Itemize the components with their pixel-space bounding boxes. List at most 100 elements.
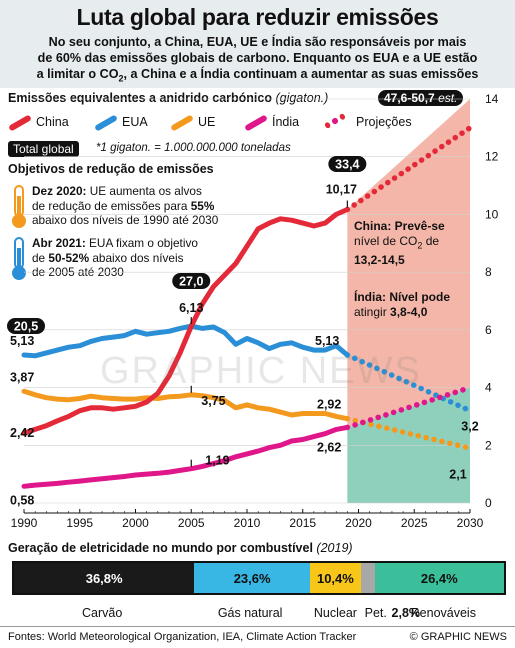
data-label-india-2005: 1,19	[205, 454, 229, 468]
subtitle-line-2: de 60% das emissões globais de carbono. …	[37, 51, 478, 65]
global-range-value: 47,6-50,7	[384, 91, 435, 105]
india-projection-note: Índia: Nível pode atingir 3,8-4,0	[354, 290, 450, 320]
china-note-co2-subscript: 2	[417, 240, 423, 251]
global-total-badge-2005	[172, 273, 211, 289]
objectives-title: Objetivos de redução de emissões	[8, 162, 214, 176]
electricity-title-label: Geração de eletricidade no mundo por com…	[8, 541, 313, 555]
data-label-usa-1990: 5,13	[10, 334, 34, 348]
objective-usa-line-2a: de	[32, 250, 49, 265]
objective-usa-line-1: EUA fixam o objetivo	[85, 236, 198, 250]
data-label-eu-2030: 2,1	[449, 467, 466, 481]
electricity-label-gas: Gás natural	[217, 606, 283, 620]
electricity-title: Geração de eletricidade no mundo por com…	[8, 541, 353, 555]
objective-eu-line-2: de redução de emissões para	[32, 198, 191, 213]
x-tick-label-2020: 2020	[345, 516, 372, 530]
electricity-segment-3	[360, 563, 375, 593]
electricity-segment-0: 36,8%	[14, 563, 195, 593]
objective-usa-target: 50-52%	[48, 250, 90, 265]
legend-label-india: Índia	[272, 115, 300, 129]
series-line-china	[21, 207, 350, 436]
footer: Fontes: World Meteorological Organizatio…	[0, 626, 515, 648]
header-band	[0, 0, 515, 88]
chart-header-label: Emissões equivalentes a anidrido carbóni…	[8, 91, 272, 105]
total-global-badge: Total global	[8, 141, 79, 157]
thermometer-usa-icon	[12, 237, 26, 280]
y-tick-label-0: 0	[485, 496, 492, 510]
data-label-usa-2019: 5,13	[315, 334, 339, 348]
india-note-line-2b: 3,8-4,0	[390, 305, 428, 319]
electricity-label-coal: Carvão	[82, 606, 123, 620]
china-note-line-1: China: Prevê-se	[354, 219, 445, 233]
data-label-india-1990: 0,58	[10, 493, 34, 507]
electricity-segment-1: 23,6%	[194, 563, 310, 593]
electricity-segment-4: 26,4%	[374, 563, 504, 593]
x-tick-label-1995: 1995	[66, 516, 93, 530]
electricity-segment-value-1: 23,6%	[233, 570, 271, 586]
subtitle-line-3: a limitar o CO2, a China e a Índia conti…	[6, 66, 509, 87]
series-projection-eu	[344, 415, 473, 451]
china-note-line-3: 13,2-14,5	[354, 253, 405, 268]
global-range-est: est.	[438, 91, 458, 105]
china-note-line-2a: nível de CO	[354, 234, 418, 248]
electricity-label-renewables: Renováveis	[410, 606, 476, 620]
global-total-badge-1990	[7, 318, 45, 334]
data-label-china-2005: 6,13	[179, 301, 203, 315]
subtitle-line-3-b: , a China e a Índia continuam a aumentar…	[123, 67, 479, 81]
x-tick-label-1990: 1990	[11, 516, 38, 530]
subtitle-line-1: No seu conjunto, a China, EUA, UE e Índi…	[48, 35, 467, 49]
footer-copyright: © GRAPHIC NEWS	[409, 631, 507, 643]
electricity-stacked-bar: 36,8% 23,6% 10,4% 26,4%	[12, 561, 506, 595]
global-total-label-2005: 27,0	[179, 275, 203, 289]
page-title: Luta global para reduzir emissões	[76, 4, 439, 30]
objective-eu-target: 55%	[190, 198, 215, 213]
chart-header-unit: (gigaton.)	[275, 91, 329, 105]
objective-eu-line-3: abaixo dos níveis de 1990 até 2030	[32, 213, 219, 227]
x-tick-label-2010: 2010	[234, 516, 261, 530]
data-label-eu-1990: 3,87	[10, 370, 34, 384]
global-total-badge-2019	[328, 156, 367, 172]
data-label-china-1990: 2,42	[10, 426, 34, 440]
india-note-line-1: Índia: Nível pode	[354, 290, 451, 304]
series-line-usa	[21, 323, 350, 359]
objective-eu: Dez 2020: UE aumenta os alvos de redução…	[32, 184, 218, 228]
electricity-title-year: (2019)	[316, 541, 353, 555]
data-label-usa-2030: 3,2	[461, 420, 478, 434]
gigaton-footnote: *1 gigaton. = 1.000.000.000 toneladas	[96, 142, 291, 154]
objective-usa-line-2c: abaixo dos níveis	[89, 250, 184, 265]
electricity-segment-value-0: 36,8%	[85, 570, 123, 586]
series-projection-india	[344, 384, 473, 431]
china-note-line-2b: de	[422, 234, 440, 248]
china-projection-note: China: Prevê-se nível de CO2 de 13,2-14,…	[354, 219, 445, 268]
electricity-label-oil: Pet.	[364, 606, 387, 620]
x-tick-label-2015: 2015	[289, 516, 316, 530]
legend-label-projections: Projeções	[356, 115, 412, 129]
x-tick-label-2025: 2025	[401, 516, 428, 530]
global-range-badge: 47,6-50,7 est.	[378, 90, 464, 106]
thermometer-eu-icon	[12, 185, 26, 228]
electricity-segment-value-2: 10,4%	[316, 570, 354, 586]
x-tick-label-2030: 2030	[457, 516, 484, 530]
chart-axes: 0 2 4 6 8 10 12 14 1990 1995 2000 2005 2010 2015 2020 2…	[11, 92, 499, 530]
y-tick-label-2: 2	[485, 438, 492, 452]
y-tick-label-10: 10	[485, 207, 499, 221]
chart-data-labels: 2,42 5,13 3,87 0,58 6,13 3,75 1,19 10,17 5,13 2,9…	[7, 156, 479, 507]
data-label-china-2019: 10,17	[326, 183, 357, 197]
objective-usa-date: Abr 2021:	[32, 236, 86, 250]
series-projection-usa	[344, 352, 473, 414]
chart-gridlines	[24, 98, 470, 504]
legend-label-china: China	[36, 115, 69, 129]
emissions-line-chart: 0 2 4 6 8 10 12 14 1990 1995 2000 2005 2010 2015 2020 2…	[7, 92, 499, 530]
electricity-segment-2: 10,4%	[309, 563, 361, 593]
electricity-label-nuclear: Nuclear	[313, 606, 357, 620]
legend-label-usa: EUA	[122, 115, 148, 129]
series-line-eu	[21, 388, 350, 422]
subtitle-co2-subscript: 2	[118, 73, 124, 84]
objective-eu-date: Dez 2020:	[32, 184, 87, 198]
chart-series	[21, 125, 473, 489]
china-projection-band	[347, 99, 470, 428]
series-projection-china	[344, 125, 473, 213]
data-label-eu-2019: 2,92	[317, 398, 341, 412]
x-tick-label-2000: 2000	[122, 516, 149, 530]
y-tick-label-14: 14	[485, 92, 499, 106]
legend-label-eu: UE	[198, 115, 216, 129]
